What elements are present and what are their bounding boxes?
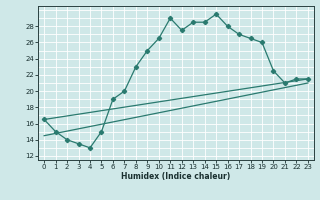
X-axis label: Humidex (Indice chaleur): Humidex (Indice chaleur) (121, 172, 231, 181)
